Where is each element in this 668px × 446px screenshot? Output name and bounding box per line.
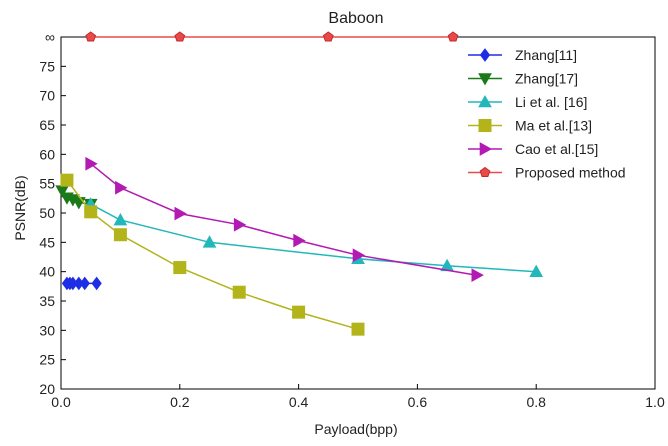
legend-entry: Zhang[17] — [468, 71, 578, 87]
y-tick-label: 35 — [39, 293, 55, 309]
x-tick-label: 0.8 — [526, 394, 546, 410]
legend-label: Cao et al.[15] — [515, 141, 598, 157]
x-tick-label: 1.0 — [645, 394, 665, 410]
plot-frame — [60, 36, 656, 390]
y-tick-label: 75 — [39, 58, 55, 74]
data-point — [115, 180, 128, 195]
data-point — [91, 276, 102, 291]
y-tick-label: 30 — [39, 322, 55, 338]
legend-label: Zhang[11] — [515, 47, 577, 63]
data-point — [293, 233, 306, 248]
series-0 — [61, 276, 102, 291]
data-point — [447, 31, 459, 42]
y-tick-label: 20 — [39, 381, 55, 397]
legend-marker — [479, 166, 491, 177]
y-tick-label: 25 — [39, 352, 55, 368]
legend: Zhang[11] Zhang[17] Li et al. [16] Ma et al… — [468, 47, 626, 181]
data-point — [322, 31, 334, 42]
x-tick-label: 0.2 — [170, 394, 190, 410]
data-point — [85, 156, 98, 171]
legend-label: Ma et al.[13] — [515, 118, 592, 134]
legend-marker — [478, 73, 492, 86]
data-point — [174, 31, 186, 42]
legend-entry: Zhang[11] — [468, 47, 577, 63]
y-tick-label: 40 — [39, 264, 55, 280]
y-tick-label: ∞ — [45, 29, 55, 45]
series-5 — [85, 31, 459, 42]
y-tick-label: 60 — [39, 146, 55, 162]
data-point — [173, 261, 187, 275]
data-point — [113, 228, 127, 242]
series-2 — [83, 197, 544, 277]
y-tick-label: 70 — [39, 88, 55, 104]
legend-marker — [479, 142, 493, 156]
data-point — [529, 264, 544, 277]
series-4 — [85, 156, 484, 283]
data-point — [232, 285, 246, 299]
x-axis-title: Payload(bpp) — [314, 421, 397, 437]
series-layer — [55, 31, 544, 336]
data-point — [85, 31, 97, 42]
x-tick-label: 0.0 — [51, 394, 71, 410]
y-tick-label: 65 — [39, 117, 55, 133]
legend-label: Li et al. [16] — [515, 94, 587, 110]
series-line — [90, 163, 477, 276]
data-point — [233, 217, 247, 232]
series-3 — [60, 173, 365, 336]
data-point — [292, 305, 306, 319]
legend-label: Proposed method — [515, 165, 626, 181]
y-tick-label: 50 — [39, 205, 55, 221]
chart-title: Baboon — [328, 10, 383, 27]
x-tick-label: 0.6 — [408, 394, 428, 410]
legend-entry: Ma et al.[13] — [468, 118, 592, 134]
data-point — [84, 205, 98, 219]
x-tick-label: 0.4 — [289, 394, 309, 410]
y-axis-title: PSNR(dB) — [12, 175, 28, 240]
axes: 0.0 0.2 0.4 0.6 0.8 1.0 20 25 30 35 40 45 50 55 60 65 70… — [39, 29, 665, 410]
data-point — [352, 248, 366, 263]
legend-entry: Proposed method — [468, 165, 626, 181]
series-line — [90, 203, 537, 273]
plot-border — [60, 36, 656, 390]
legend-marker — [479, 48, 491, 62]
data-point — [113, 213, 128, 226]
y-tick-label: 45 — [39, 234, 55, 250]
data-point — [60, 173, 74, 187]
legend-entry: Cao et al.[15] — [468, 141, 598, 157]
legend-entry: Li et al. [16] — [468, 94, 587, 110]
legend-label: Zhang[17] — [515, 71, 578, 87]
y-tick-label: 55 — [39, 176, 55, 192]
data-point — [174, 206, 187, 221]
data-point — [351, 322, 365, 336]
data-point — [471, 268, 484, 283]
data-point — [79, 276, 90, 291]
legend-marker — [478, 94, 492, 108]
data-point — [202, 235, 217, 248]
legend-marker — [478, 119, 492, 132]
